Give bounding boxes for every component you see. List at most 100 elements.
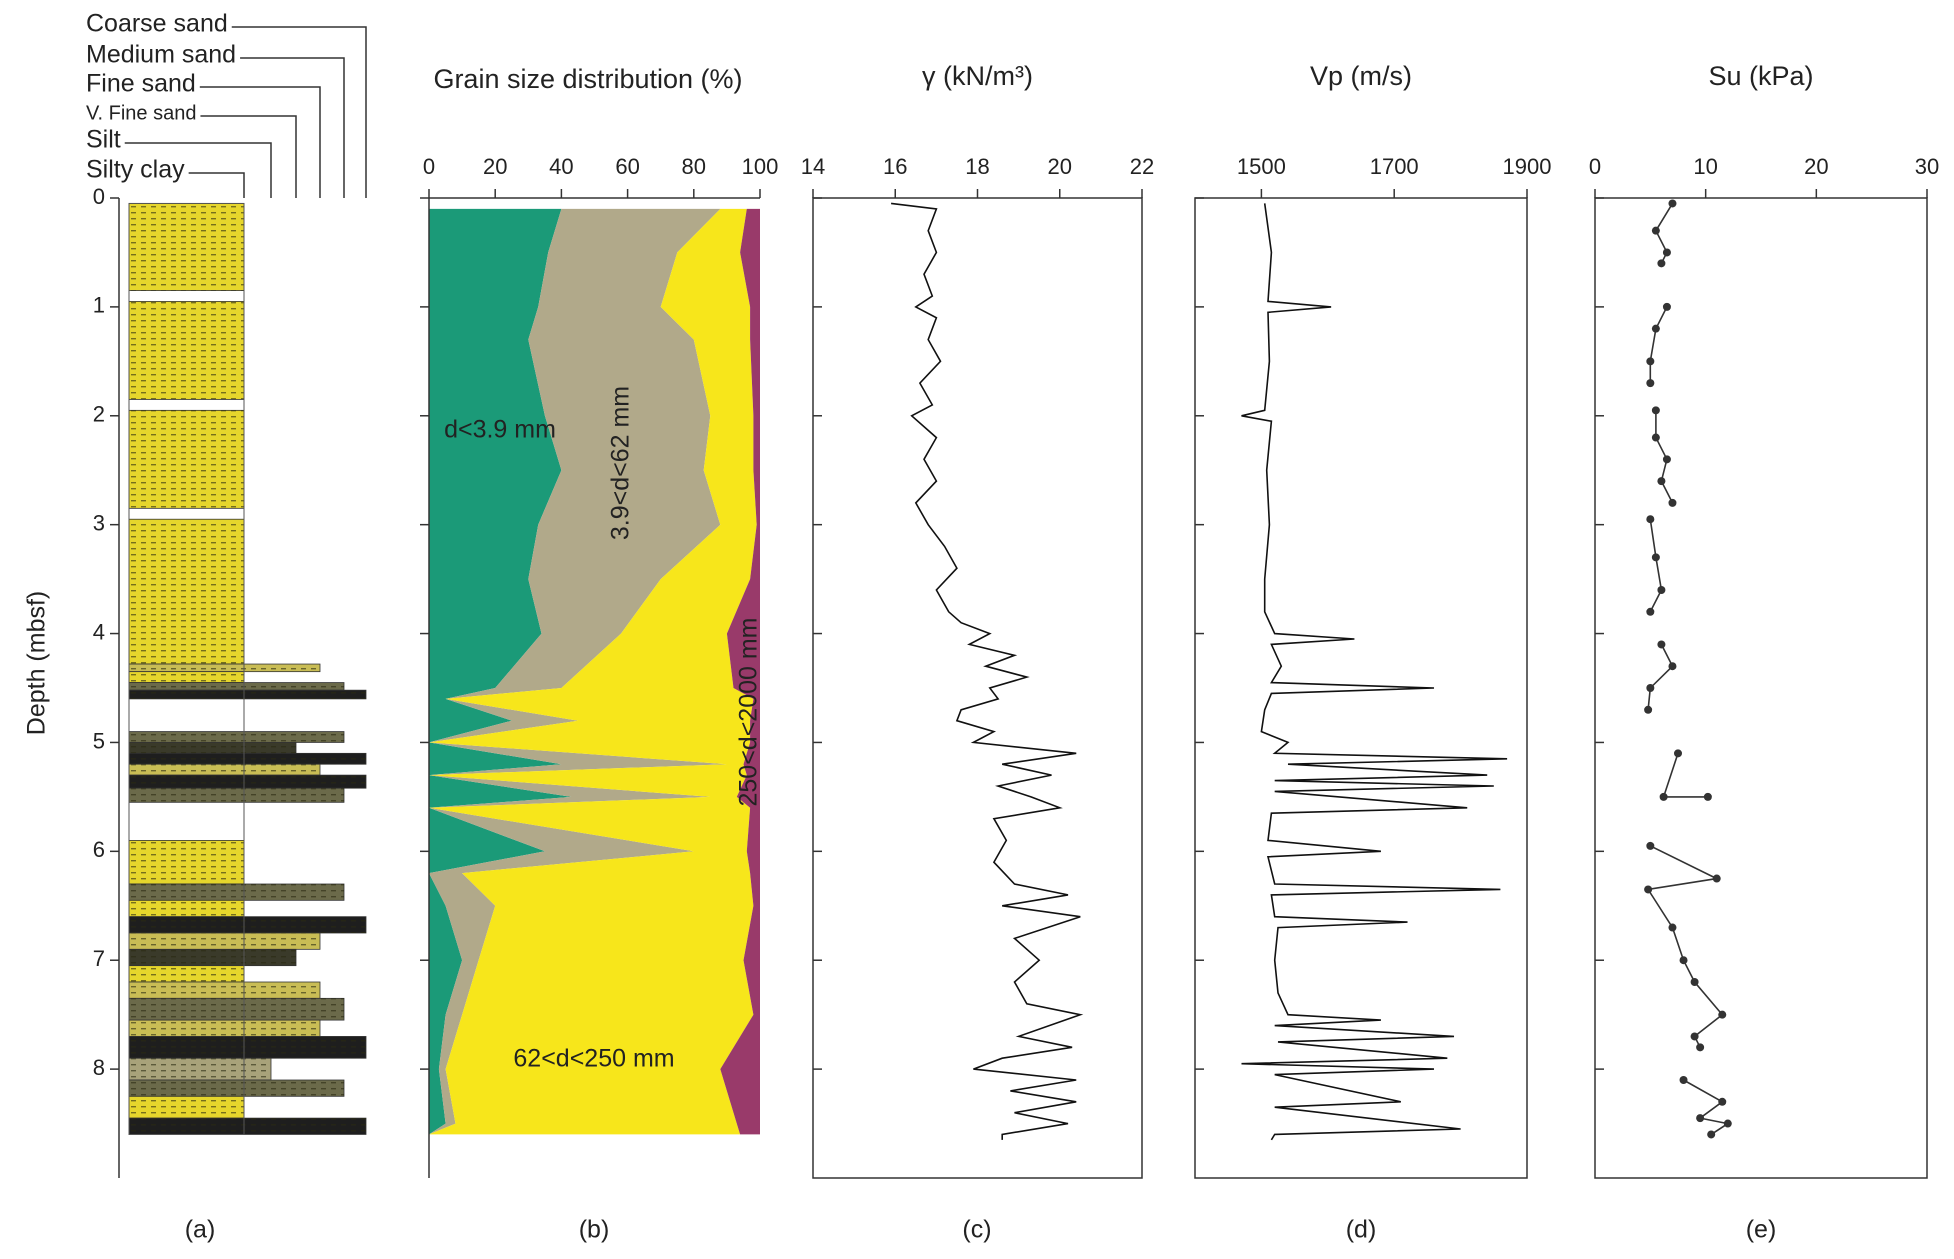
x-tick-label: 80 bbox=[682, 154, 706, 179]
layer-texture bbox=[129, 301, 244, 400]
y-tick-label: 1 bbox=[93, 293, 105, 318]
y-tick-label: 2 bbox=[93, 402, 105, 427]
layer-texture bbox=[129, 1118, 366, 1135]
y-axis-label: Depth (mbsf) bbox=[23, 591, 51, 735]
x-tick-label: 40 bbox=[549, 154, 573, 179]
legend-label: Silt bbox=[86, 126, 121, 154]
legend-leader bbox=[124, 142, 272, 198]
data-point bbox=[1657, 477, 1666, 486]
data-point bbox=[1668, 923, 1677, 932]
data-line bbox=[1646, 202, 1730, 1136]
data-point bbox=[1651, 226, 1660, 235]
legend-label: V. Fine sand bbox=[86, 102, 196, 124]
y-tick-label: 4 bbox=[93, 619, 105, 644]
area bbox=[720, 208, 760, 1135]
layer-texture bbox=[129, 1058, 271, 1080]
plot-frame bbox=[812, 197, 1143, 1179]
area-label: 3.9<d<62 mm bbox=[607, 386, 635, 540]
data-point bbox=[1662, 302, 1671, 311]
layer-texture bbox=[129, 1020, 320, 1037]
plot-frame bbox=[1194, 197, 1528, 1179]
plot-frame bbox=[1594, 197, 1928, 1179]
y-tick-label: 6 bbox=[93, 837, 105, 862]
x-tick-label: 20 bbox=[483, 154, 507, 179]
y-tick-label: 8 bbox=[93, 1055, 105, 1080]
data-point bbox=[1657, 586, 1666, 594]
x-tick-label: 100 bbox=[742, 154, 779, 179]
legend-leader bbox=[200, 115, 297, 198]
layer-texture bbox=[129, 788, 344, 803]
x-tick-label: 20 bbox=[1804, 154, 1828, 179]
x-tick-label: 10 bbox=[1693, 154, 1717, 179]
layer-texture bbox=[129, 775, 366, 789]
data-point bbox=[1657, 640, 1666, 649]
data-point bbox=[1651, 553, 1660, 562]
area-label: 62<d<250 mm bbox=[513, 1045, 674, 1073]
column-frame bbox=[128, 202, 245, 1135]
data-point bbox=[1668, 199, 1677, 208]
area bbox=[429, 208, 572, 1135]
layer-texture bbox=[129, 690, 366, 699]
data-point bbox=[1690, 1032, 1699, 1041]
y-tick-label: 7 bbox=[93, 946, 105, 971]
layer-texture bbox=[129, 742, 296, 754]
legend-leader bbox=[188, 172, 245, 198]
data-point bbox=[1646, 841, 1655, 850]
data-point bbox=[1679, 1076, 1688, 1084]
data-point bbox=[1703, 792, 1712, 801]
layer-texture bbox=[129, 933, 320, 950]
legend-label: Silty clay bbox=[86, 156, 185, 184]
data-point bbox=[1646, 684, 1655, 692]
layer-texture bbox=[129, 916, 366, 933]
area-label: 250<d<2000 mm bbox=[735, 617, 763, 806]
panel-title: γ (kN/m³) bbox=[922, 61, 1033, 91]
x-tick-label: 1700 bbox=[1370, 154, 1419, 179]
layer-texture bbox=[129, 1096, 244, 1119]
x-tick-label: 18 bbox=[965, 154, 989, 179]
area bbox=[429, 208, 727, 1135]
layer-texture bbox=[129, 1036, 366, 1059]
layer-texture bbox=[129, 1080, 344, 1097]
data-point bbox=[1644, 885, 1653, 894]
legend-label: Medium sand bbox=[86, 41, 236, 69]
data-point bbox=[1646, 379, 1655, 388]
area bbox=[429, 208, 757, 1135]
layer-texture bbox=[129, 900, 244, 917]
panel-label: (d) bbox=[1346, 1216, 1377, 1244]
x-tick-label: 20 bbox=[1048, 154, 1072, 179]
legend-label: Coarse sand bbox=[86, 10, 228, 38]
panel-label: (b) bbox=[579, 1216, 610, 1244]
x-tick-label: 60 bbox=[615, 154, 639, 179]
x-tick-label: 14 bbox=[801, 154, 825, 179]
data-point bbox=[1668, 662, 1677, 671]
data-point bbox=[1674, 749, 1682, 758]
panel-title: Su (kPa) bbox=[1708, 61, 1813, 91]
y-tick-label: 5 bbox=[93, 728, 105, 753]
panel-title: Vp (m/s) bbox=[1310, 61, 1412, 91]
x-tick-label: 1500 bbox=[1237, 154, 1286, 179]
data-point bbox=[1707, 1130, 1716, 1139]
data-point bbox=[1651, 324, 1660, 333]
data-point bbox=[1646, 607, 1655, 616]
data-point bbox=[1690, 978, 1699, 986]
data-point bbox=[1646, 357, 1655, 366]
layer-texture bbox=[129, 519, 244, 665]
data-point bbox=[1657, 259, 1666, 268]
data-point bbox=[1723, 1119, 1732, 1128]
layer-texture bbox=[129, 731, 344, 743]
data-point bbox=[1651, 406, 1660, 415]
layer-texture bbox=[129, 410, 244, 509]
data-line bbox=[891, 202, 1084, 1140]
x-tick-label: 30 bbox=[1915, 154, 1939, 179]
legend-leader bbox=[199, 86, 321, 198]
x-tick-label: 22 bbox=[1130, 154, 1154, 179]
data-point bbox=[1718, 1097, 1727, 1106]
data-point bbox=[1644, 705, 1653, 714]
layer-texture bbox=[129, 982, 320, 999]
data-line bbox=[1241, 203, 1508, 1141]
data-point bbox=[1679, 956, 1688, 965]
layer-texture bbox=[129, 884, 344, 901]
panel-label: (c) bbox=[962, 1216, 991, 1244]
x-tick-label: 0 bbox=[423, 154, 435, 179]
y-tick-label: 3 bbox=[93, 510, 105, 535]
